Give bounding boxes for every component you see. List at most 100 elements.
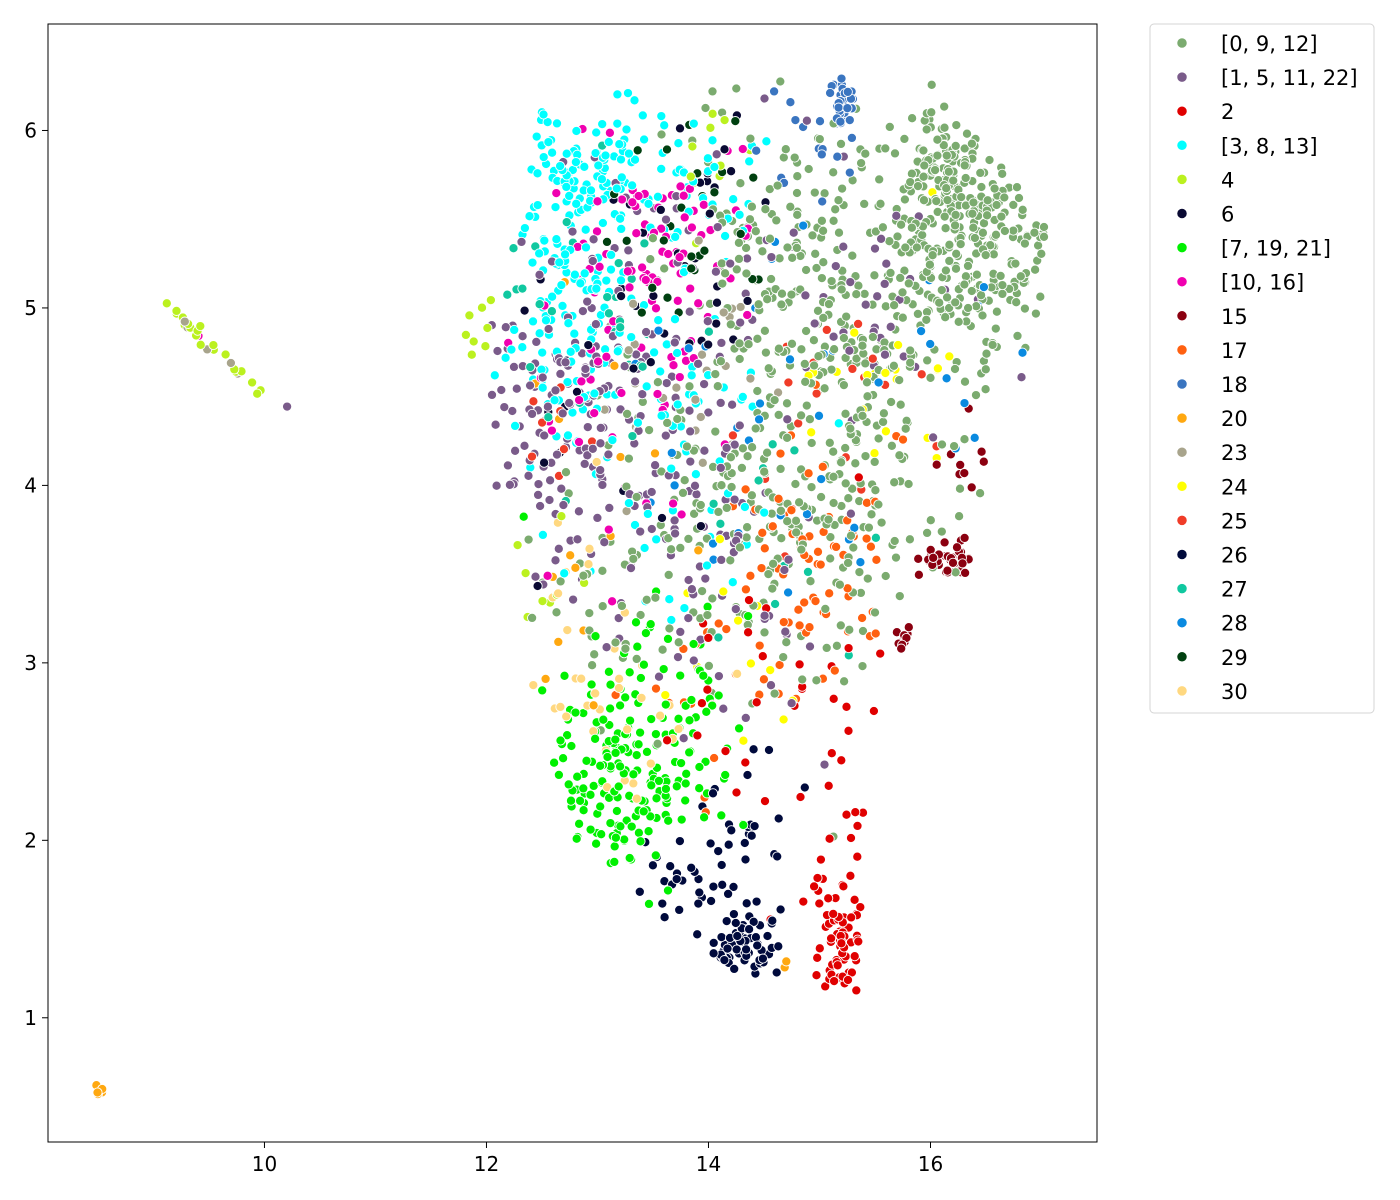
scatter-point [626, 821, 637, 832]
legend-label: [0, 9, 12] [1221, 32, 1318, 56]
scatter-point [693, 545, 704, 556]
scatter-point [857, 612, 868, 624]
scatter-point [491, 480, 502, 491]
scatter-point [886, 440, 897, 451]
scatter-point [725, 258, 736, 269]
scatter-point [641, 746, 653, 757]
scatter-point [509, 324, 520, 335]
scatter-point [812, 952, 823, 963]
scatter-point [959, 532, 970, 543]
scatter-point [836, 73, 847, 84]
scatter-point [759, 466, 770, 477]
scatter-point [676, 758, 687, 769]
scatter-point [712, 381, 723, 392]
scatter-point [628, 298, 639, 309]
scatter-point [705, 838, 716, 849]
scatter-point [678, 733, 689, 744]
scatter-point [633, 739, 644, 750]
scatter-point [714, 534, 725, 545]
scatter-point [857, 410, 868, 421]
scatter-point [951, 542, 963, 553]
scatter-point [731, 787, 742, 798]
scatter-point [918, 145, 929, 156]
scatter-point [867, 331, 878, 343]
scatter-point [830, 261, 841, 272]
scatter-point [807, 230, 818, 241]
scatter-point [728, 194, 739, 205]
scatter-point [585, 824, 596, 835]
scatter-point [660, 783, 671, 794]
scatter-point [938, 140, 949, 151]
legend-marker [1176, 582, 1188, 595]
scatter-point [702, 316, 713, 327]
scatter-point [921, 124, 932, 135]
scatter-point [879, 278, 890, 289]
scatter-point [621, 235, 632, 246]
scatter-point [562, 377, 573, 388]
scatter-point [769, 86, 780, 97]
scatter-point [670, 528, 681, 539]
scatter-point [749, 821, 760, 832]
scatter-point [781, 956, 792, 967]
scatter-point [767, 521, 778, 532]
scatter-point [195, 339, 206, 350]
scatter-point [590, 688, 601, 699]
legend-marker [1176, 651, 1188, 663]
scatter-point [940, 223, 951, 234]
scatter-point [1033, 240, 1044, 251]
scatter-point [954, 483, 966, 494]
scatter-point [843, 643, 854, 654]
scatter-point [924, 259, 935, 270]
scatter-point [539, 235, 550, 246]
scatter-point [805, 576, 816, 587]
scatter-point [612, 89, 623, 100]
scatter-point [703, 660, 714, 671]
scatter-point [550, 385, 561, 396]
scatter-point [527, 612, 538, 623]
scatter-point [823, 780, 834, 791]
scatter-point [818, 257, 829, 268]
scatter-point [816, 491, 827, 503]
scatter-point [753, 299, 764, 310]
scatter-point [652, 377, 663, 388]
scatter-point [686, 263, 697, 274]
scatter-point [657, 644, 668, 655]
scatter-point [555, 701, 566, 712]
scatter-point [658, 664, 669, 675]
scatter-point [950, 140, 961, 151]
scatter-point [691, 489, 702, 500]
scatter-point [625, 715, 636, 726]
scatter-point [591, 838, 602, 849]
scatter-point [686, 222, 697, 233]
scatter-point [796, 410, 807, 421]
scatter-point [685, 456, 696, 467]
scatter-point [664, 594, 675, 605]
scatter-point [550, 202, 561, 213]
legend-marker [1176, 173, 1188, 186]
scatter-point [707, 135, 718, 146]
scatter-point [635, 609, 646, 621]
scatter-point [814, 898, 825, 909]
scatter-point [759, 507, 770, 518]
scatter-point [683, 574, 694, 586]
scatter-point [770, 598, 781, 610]
scatter-point [610, 832, 621, 843]
scatter-point [711, 297, 723, 308]
scatter-point [726, 481, 737, 493]
scatter-point [751, 697, 762, 708]
scatter-point [651, 534, 662, 545]
scatter-point [837, 183, 848, 194]
scatter-point [835, 620, 846, 631]
scatter-point [747, 442, 758, 453]
scatter-point [518, 511, 529, 522]
scatter-point [653, 325, 664, 336]
scatter-point [610, 637, 621, 648]
scatter-point [782, 516, 793, 527]
scatter-point [628, 553, 639, 564]
scatter-point [810, 248, 821, 259]
scatter-point [832, 151, 843, 162]
scatter-point [790, 478, 801, 490]
scatter-point [817, 196, 828, 207]
scatter-point [643, 898, 655, 909]
scatter-point [799, 782, 810, 793]
